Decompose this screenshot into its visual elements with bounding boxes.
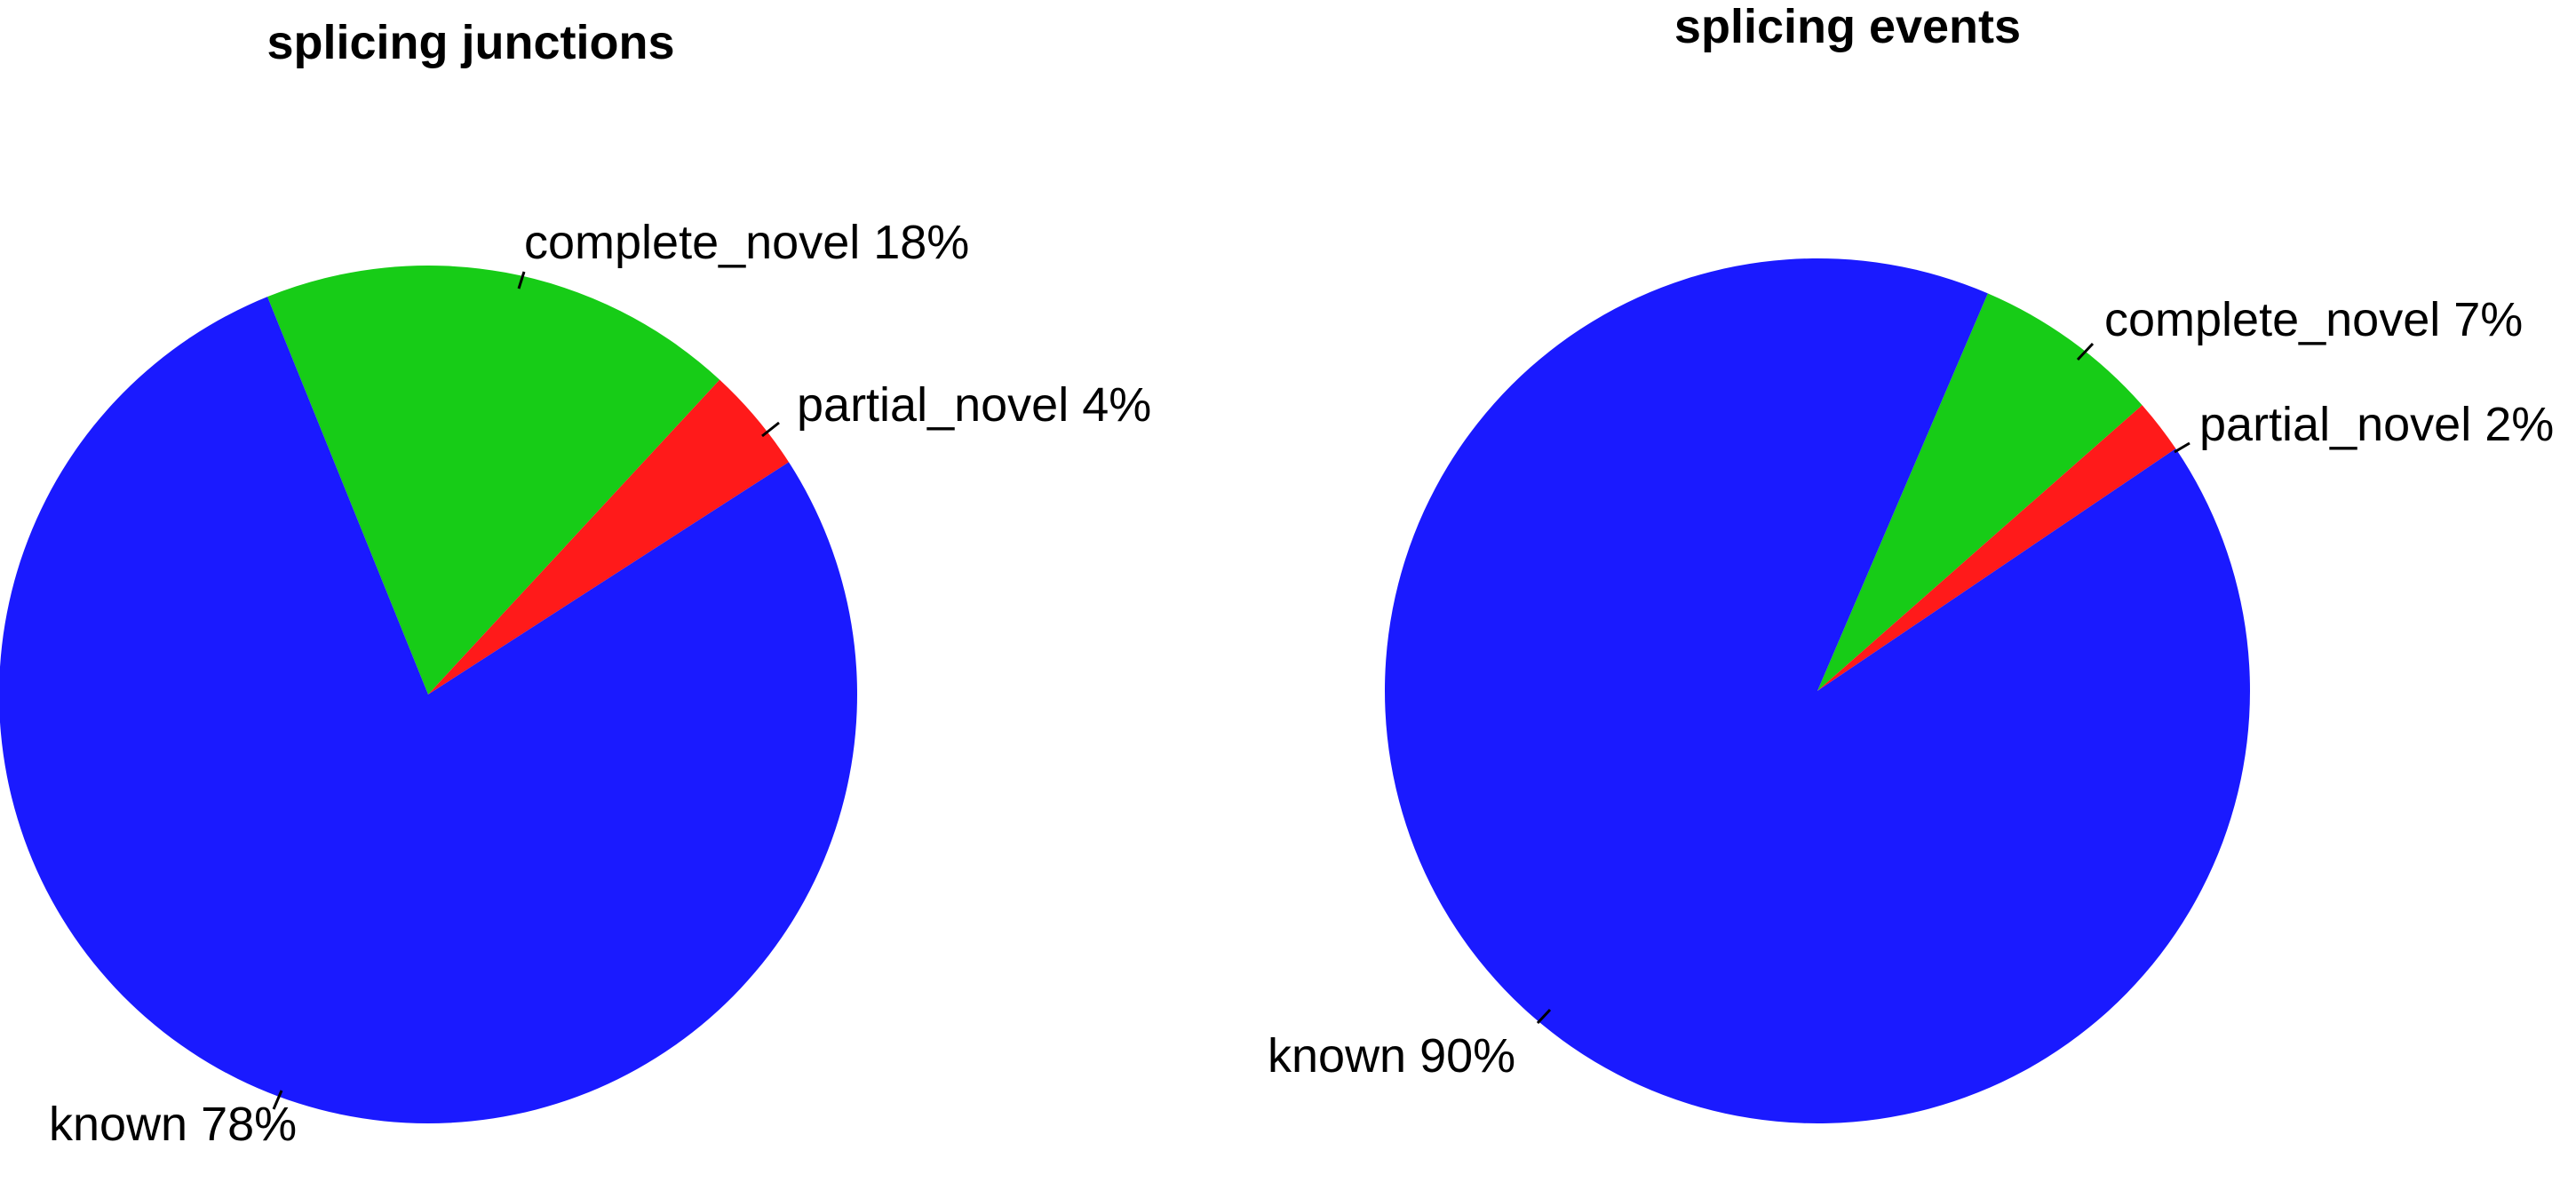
pie-slice-complete-novel bbox=[1817, 293, 2143, 691]
chart-title: splicing junctions bbox=[266, 16, 674, 69]
chart-title: splicing events bbox=[1674, 0, 2021, 53]
slice-label-known: known 90% bbox=[1268, 1029, 1515, 1083]
slice-label-partial-novel: partial_novel 2% bbox=[2199, 398, 2554, 451]
leader-line-known bbox=[1536, 1008, 1552, 1025]
pie-chart-splicing-junctions: known 78% complete_novel 18% partial_novel… bbox=[0, 16, 1151, 1151]
slice-label-complete-novel: complete_novel 18% bbox=[524, 216, 969, 269]
pie-chart-splicing-events: known 90% complete_novel 7% partial_novel … bbox=[1268, 0, 2554, 1124]
leader-line-complete-novel bbox=[2076, 342, 2095, 361]
leader-line-complete-novel bbox=[517, 271, 526, 290]
slice-label-complete-novel: complete_novel 7% bbox=[2104, 293, 2523, 346]
pie-slice-partial-novel bbox=[428, 379, 789, 694]
pie-slice-complete-novel bbox=[267, 266, 720, 694]
pie-slices bbox=[0, 266, 857, 1123]
slice-label-partial-novel: partial_novel 4% bbox=[797, 378, 1151, 432]
pie-slice-known bbox=[1385, 258, 2250, 1124]
pie-slice-known bbox=[0, 297, 857, 1123]
leader-line-partial-novel bbox=[2174, 441, 2190, 454]
slice-label-known: known 78% bbox=[49, 1098, 297, 1151]
pie-slice-partial-novel bbox=[1817, 405, 2176, 691]
pie-slices bbox=[1385, 258, 2250, 1124]
leader-line-known bbox=[272, 1090, 283, 1110]
leader-line-partial-novel bbox=[761, 421, 780, 438]
